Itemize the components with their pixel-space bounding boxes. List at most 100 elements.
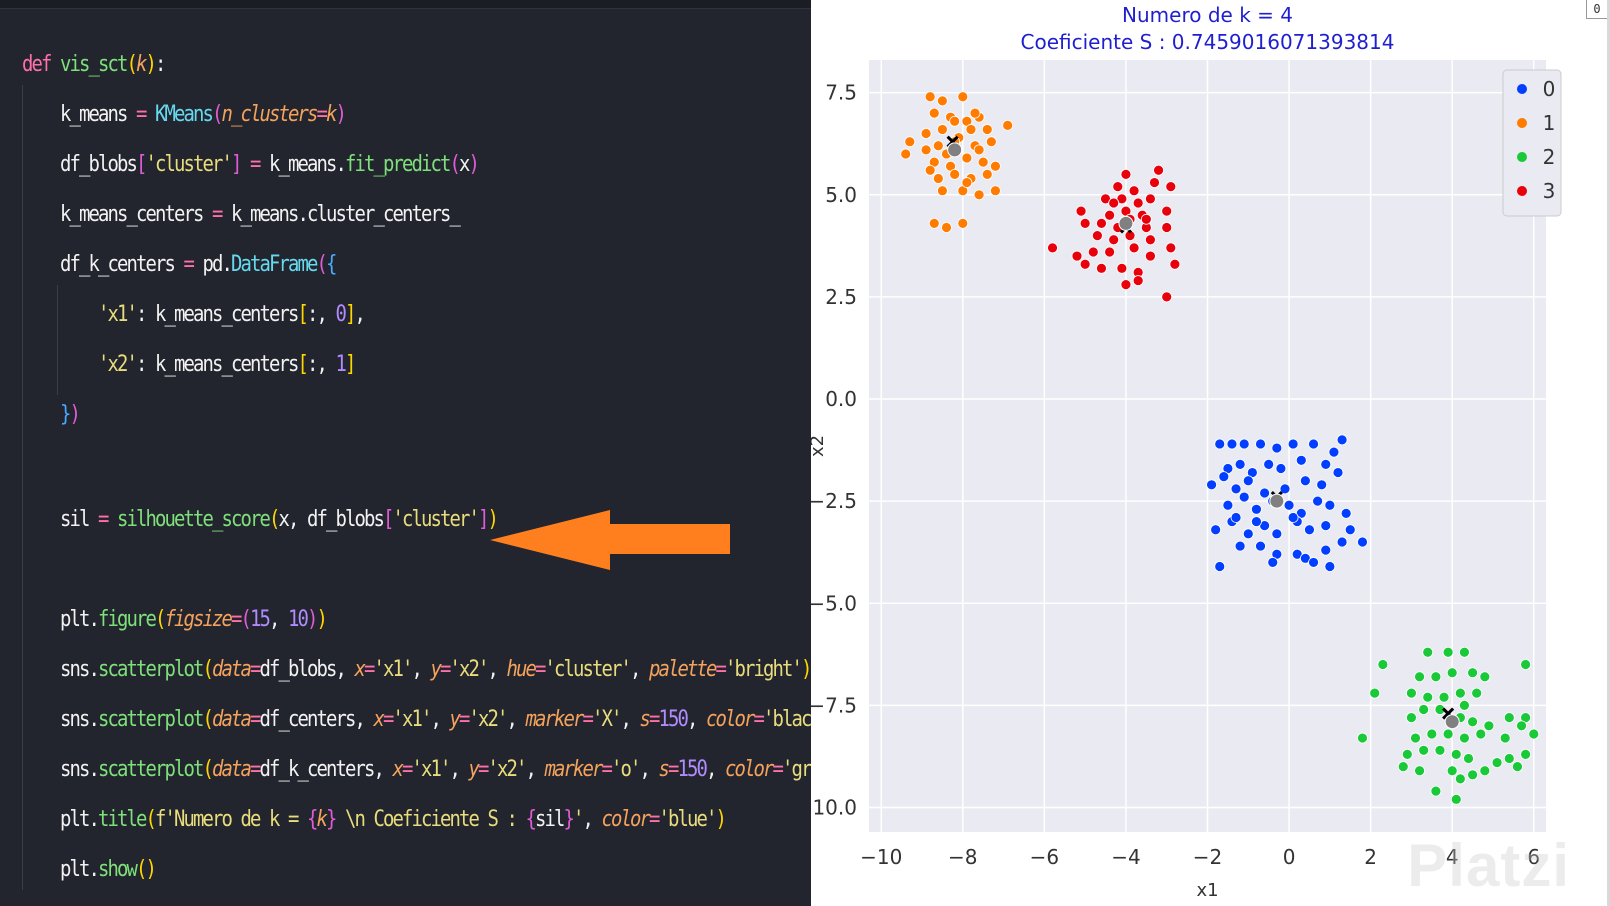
code-line[interactable]: k_means = KMeans(n_clusters=k) (22, 100, 347, 130)
data-point-cluster-0 (1308, 557, 1319, 568)
code-token: 'blue' (658, 807, 717, 832)
data-point-cluster-0 (1287, 438, 1299, 450)
code-token: show (98, 857, 138, 882)
data-point-cluster-3 (1149, 177, 1160, 188)
code-token: df_blobs (22, 152, 138, 177)
data-point-cluster-1 (928, 107, 940, 119)
code-token: = (648, 807, 660, 832)
y-tick-label: −7.5 (811, 693, 857, 717)
data-point-cluster-2 (1401, 748, 1413, 760)
code-token (240, 152, 250, 177)
data-point-cluster-1 (990, 160, 1001, 172)
data-point-cluster-0 (1328, 446, 1340, 458)
data-point-cluster-1 (937, 185, 948, 197)
code-token: ] (230, 152, 242, 177)
code-line[interactable]: df_k_centers = pd.DataFrame({ (22, 250, 337, 280)
code-token (51, 52, 61, 77)
code-token: k_means.cluster_centers_ (221, 202, 461, 227)
code-line[interactable]: sns.scatterplot(data=df_blobs, x='x1', y… (22, 655, 811, 685)
data-point-cluster-2 (1430, 671, 1442, 683)
y-tick-label: 0.0 (825, 387, 857, 411)
data-point-cluster-2 (1499, 732, 1511, 744)
code-token: k_means (22, 102, 136, 127)
code-token: 'x1' (373, 657, 413, 682)
code-token: , (506, 707, 526, 732)
data-point-cluster-1 (1002, 119, 1014, 131)
code-token: [ (297, 302, 308, 327)
code-token: k (316, 807, 327, 832)
data-point-cluster-1 (932, 173, 944, 184)
code-token: 'x2' (468, 707, 508, 732)
data-point-cluster-3 (1091, 230, 1103, 242)
code-line[interactable]: k_means_centers = k_means.cluster_center… (22, 200, 461, 230)
data-point-cluster-0 (1234, 458, 1246, 470)
code-token: data (211, 707, 252, 732)
data-point-cluster-2 (1459, 646, 1470, 658)
data-point-cluster-3 (1071, 250, 1083, 262)
code-token: df_blobs, (259, 657, 355, 682)
code-token: k_means_centers (22, 202, 212, 227)
code-line[interactable]: sns.scatterplot(data=df_centers, x='x1',… (22, 705, 811, 735)
code-token: marker (525, 707, 584, 732)
arrow-shape (490, 510, 730, 570)
code-token: 'x1' (392, 707, 432, 732)
code-token: 'gray' (781, 757, 811, 782)
code-token: , (582, 807, 602, 832)
data-point-cluster-3 (1128, 242, 1140, 254)
data-point-cluster-0 (1210, 524, 1222, 536)
legend-marker-0 (1517, 84, 1527, 94)
code-token: 'x1' (98, 302, 138, 327)
code-token: x, df_blobs (278, 507, 384, 532)
code-token: , (705, 757, 725, 782)
code-token: 'x2' (487, 757, 527, 782)
editor-top-bar (0, 0, 811, 9)
data-point-cluster-0 (1267, 557, 1279, 568)
data-point-cluster-1 (904, 136, 916, 148)
code-line[interactable]: 'x1': k_means_centers[:, 0], (22, 300, 366, 330)
data-point-cluster-3 (1047, 242, 1058, 254)
code-token: ) (800, 657, 811, 682)
data-point-cluster-3 (1112, 181, 1124, 193)
code-token: x (373, 707, 384, 732)
code-token: = (211, 202, 223, 227)
code-token: = (98, 507, 109, 532)
x-tick-label: −4 (1111, 845, 1140, 869)
code-token: s (639, 707, 650, 732)
code-token: color (601, 807, 650, 832)
code-line[interactable]: sns.scatterplot(data=df_k_centers, x='x1… (22, 755, 811, 785)
data-point-cluster-2 (1422, 691, 1434, 703)
code-line[interactable]: def vis_sct(k): (22, 50, 166, 80)
code-line[interactable]: plt.figure(figsize=(15, 10)) (22, 605, 328, 635)
code-token: ( (240, 607, 252, 632)
code-token: , (269, 607, 289, 632)
data-point-cluster-2 (1503, 753, 1515, 764)
code-token: = (249, 707, 261, 732)
code-token: { (306, 807, 318, 832)
data-point-cluster-1 (973, 144, 985, 156)
code-token: ) (69, 402, 81, 427)
code-line[interactable]: plt.show() (22, 855, 157, 885)
data-point-cluster-2 (1516, 720, 1527, 732)
code-editor[interactable]: def vis_sct(k): k_means = KMeans(n_clust… (0, 0, 811, 906)
data-point-cluster-2 (1475, 728, 1487, 740)
data-point-cluster-3 (1165, 242, 1177, 254)
code-line[interactable]: }) (22, 400, 81, 430)
code-token: scatterplot (98, 657, 204, 682)
y-tick-label: −5.0 (811, 591, 857, 615)
code-token: 'bright' (724, 657, 803, 682)
code-line[interactable]: plt.title(f'Numero de k = {k} \n Coefici… (22, 805, 727, 835)
code-line[interactable]: df_blobs['cluster'] = k_means.fit_predic… (22, 150, 480, 180)
data-point-cluster-3 (1132, 197, 1144, 209)
code-line[interactable]: sil = silhouette_score(x, df_blobs['clus… (22, 505, 499, 535)
code-token: x (458, 152, 470, 177)
code-token: = (401, 757, 413, 782)
data-point-cluster-0 (1308, 438, 1319, 450)
data-point-cluster-2 (1459, 699, 1470, 711)
platzi-watermark: Platzi (1407, 832, 1570, 899)
data-point-cluster-0 (1324, 561, 1336, 572)
code-token: scatterplot (98, 707, 204, 732)
code-token: = (534, 657, 546, 682)
code-line[interactable]: 'x2': k_means_centers[:, 1] (22, 350, 356, 380)
data-point-cluster-1 (949, 168, 961, 180)
data-point-cluster-2 (1422, 646, 1434, 658)
